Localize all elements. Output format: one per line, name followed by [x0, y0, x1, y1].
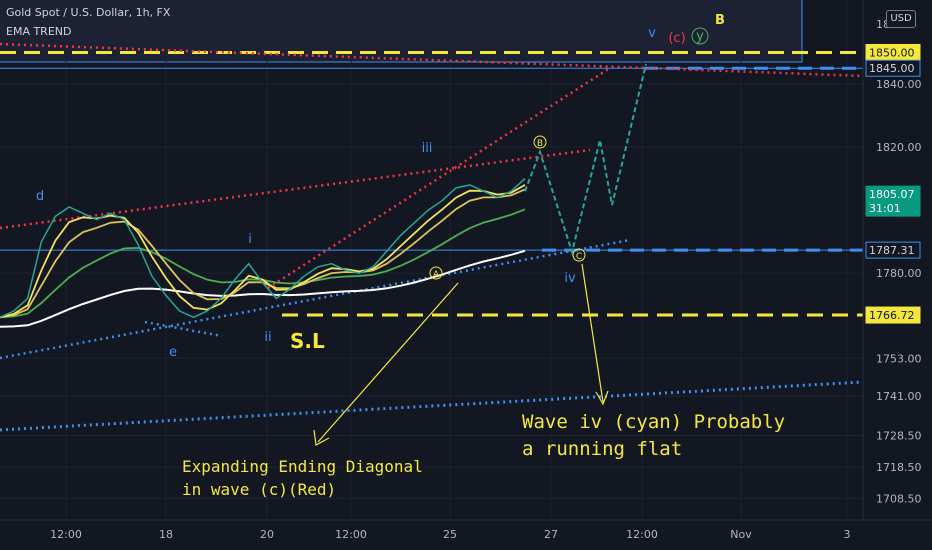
wave-label-circle: [691, 27, 709, 45]
wave-label: e: [169, 345, 177, 360]
price-label-box: [865, 306, 921, 324]
ema-long-line: [0, 249, 526, 328]
wave-label-circle: [533, 135, 547, 149]
y-tick-label: 1718.50: [876, 461, 922, 474]
x-tick-label: 18: [159, 528, 173, 541]
annotation-diagonal-line2: in wave (c)(Red): [182, 480, 336, 499]
price-label-box: [865, 241, 921, 259]
annotation-wave-iv-line1: Wave iv (cyan) Probably: [522, 411, 785, 433]
annotation-diagonal-line1: Expanding Ending Diagonal: [182, 457, 423, 476]
symbol-title[interactable]: Gold Spot / U.S. Dollar, 1h, FX: [6, 6, 171, 19]
wave-label: d: [36, 189, 44, 204]
indicator-lines: [0, 42, 864, 432]
price-axis[interactable]: 1840.00 1820.00 1780.00 1753.00 1741.00 1728.…: [865, 18, 922, 506]
projection-path: [524, 63, 647, 256]
y-tick-label: 1741.00: [876, 390, 922, 403]
x-tick-label: 12:00: [335, 528, 367, 541]
x-tick-label: 12:00: [626, 528, 658, 541]
wave-label: ii: [264, 330, 271, 345]
y-tick-label: 1708.50: [876, 493, 922, 506]
arrow-diagonal: [317, 282, 459, 443]
x-tick-label: 3: [844, 528, 851, 541]
wave-label: y: [696, 29, 704, 44]
stop-loss-label: S.L: [290, 329, 325, 353]
arrow-wave-iv: [581, 263, 604, 403]
indicator-name[interactable]: EMA TREND: [6, 25, 72, 38]
y-tick-label: 1840.00: [876, 78, 922, 91]
wave-label: B: [715, 13, 725, 28]
price-label-box: [865, 59, 921, 77]
wave-label: i: [248, 232, 252, 247]
ema-fast-line: [0, 184, 526, 319]
wave-label-circle: [572, 248, 586, 262]
price-label: 1850.00: [869, 46, 915, 59]
arrow-diagonal-head: [313, 429, 330, 446]
annotations: S.L Wave iv (cyan) Probably a running fl…: [182, 263, 785, 499]
trendline-blue-e: [144, 320, 223, 338]
trendline-blue-lower: [0, 238, 631, 360]
x-tick-label: 25: [443, 528, 457, 541]
chart-grid: [0, 0, 863, 520]
y-tick-label: 1753.00: [876, 352, 922, 365]
y-tick-label: 1728.50: [876, 430, 922, 443]
x-tick-label: 20: [260, 528, 274, 541]
y-tick-label: 1780.00: [876, 267, 922, 280]
price-label: 1805.07: [869, 188, 915, 201]
wave-label: B: [537, 139, 543, 149]
price-label-box: [865, 185, 921, 217]
wave-label-circle: [429, 266, 443, 280]
wave-label: v: [648, 26, 656, 41]
price-label: 1766.72: [869, 309, 915, 322]
x-tick-label: Nov: [730, 528, 752, 541]
price-label: 1845.00: [869, 62, 915, 75]
price-series: [0, 63, 647, 328]
wave-label: iv: [564, 271, 576, 286]
wave-label: iii: [422, 141, 433, 156]
trendline-red-steep: [267, 66, 611, 290]
wave-label: A: [433, 270, 440, 280]
price-label: 1787.31: [869, 244, 915, 257]
wave-label: (c): [668, 31, 685, 46]
time-axis[interactable]: 12:00 18 20 12:00 25 27 12:00 Nov 3: [50, 528, 850, 541]
y-tick-label: 1820.00: [876, 141, 922, 154]
trendline-blue-bottom: [0, 380, 864, 432]
x-tick-label: 12:00: [50, 528, 82, 541]
price-label-countdown: 31:01: [869, 202, 901, 215]
currency-button[interactable]: USD: [886, 10, 916, 28]
arrow-wave-iv-head: [595, 390, 609, 406]
x-tick-label: 27: [544, 528, 558, 541]
wave-label: C: [576, 252, 582, 262]
annotation-wave-iv-line2: a running flat: [522, 438, 682, 460]
price-line: [0, 178, 526, 319]
